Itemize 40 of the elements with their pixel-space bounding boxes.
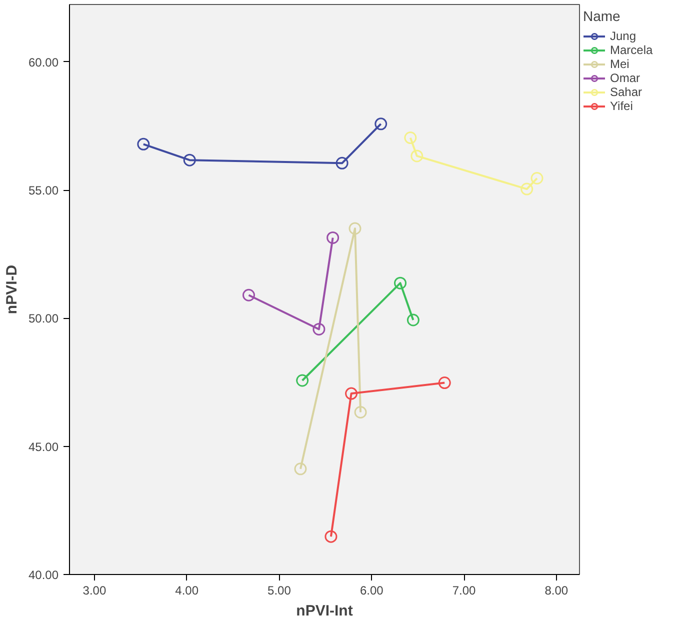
x-tick-label: 3.00 [82,584,106,598]
x-tick-label: 4.00 [175,584,199,598]
y-tick-label: 45.00 [28,440,59,454]
y-axis-title: nPVI-D [3,264,20,314]
y-tick-label: 40.00 [28,568,59,582]
point [348,222,362,235]
legend-label: Omar [610,71,640,85]
x-tick-label: 7.00 [452,584,476,598]
point [296,374,309,387]
legend-label: Mei [610,57,630,71]
point [374,118,388,130]
x-tick-label: 5.00 [268,584,292,598]
point [410,150,424,162]
point [183,154,196,166]
point [326,231,340,244]
point [336,156,348,170]
x-tick-label: 6.00 [360,584,384,598]
legend-label: Sahar [610,85,642,99]
legend-label: Yifei [610,99,633,113]
point [520,182,534,196]
legend-label: Jung [610,29,636,43]
x-tick-label: 8.00 [544,584,568,598]
legend-label: Marcela [610,43,653,57]
y-tick-label: 50.00 [28,312,59,326]
point [354,406,367,419]
point [324,530,338,543]
point [394,276,407,290]
point [345,387,358,400]
point [137,138,150,150]
y-tick-label: 60.00 [28,55,59,70]
legend-title: Name [583,8,622,24]
point [406,314,420,326]
point [294,462,307,476]
point [530,172,544,185]
x-axis-title: nPVI-Int [296,602,353,620]
point [404,132,417,144]
point [438,376,451,390]
point [242,288,255,302]
y-tick-label: 55.00 [28,184,59,198]
point [312,322,326,336]
